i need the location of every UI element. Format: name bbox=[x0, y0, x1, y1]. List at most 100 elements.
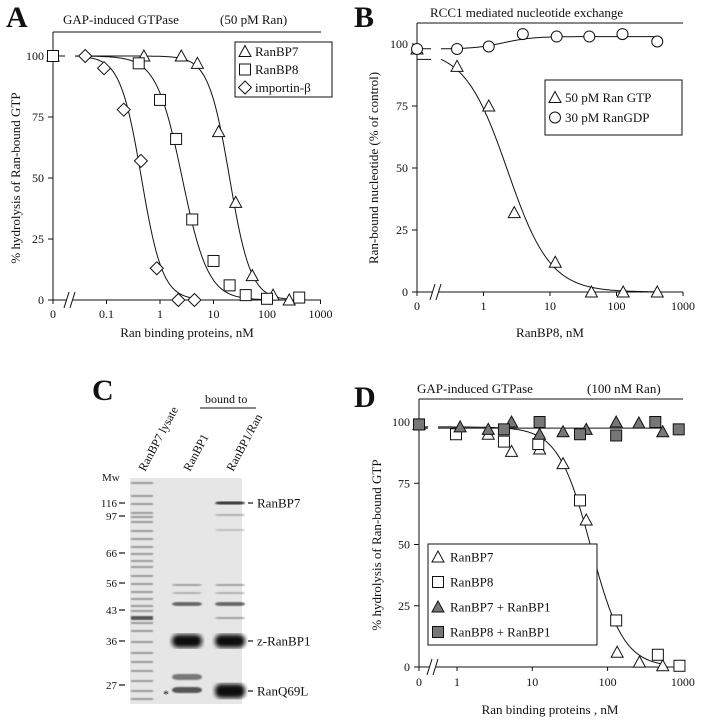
legend-marker-triangle bbox=[238, 44, 252, 57]
gel-band bbox=[215, 617, 245, 619]
x-tick-label: 0 bbox=[414, 299, 420, 313]
data-point-square bbox=[186, 213, 199, 226]
gel-band bbox=[131, 610, 153, 612]
legend-label: RanBP8 bbox=[255, 62, 298, 77]
mw-marker-label: 116 bbox=[101, 498, 118, 510]
x-axis-label: RanBP8, nM bbox=[516, 325, 584, 340]
gel-band bbox=[131, 503, 153, 505]
x-tick-label: 0.1 bbox=[99, 307, 114, 321]
data-point-circle bbox=[550, 30, 563, 43]
gel-band bbox=[172, 687, 202, 693]
data-point-circle bbox=[482, 40, 495, 53]
data-point-square bbox=[207, 254, 220, 267]
data-point-triangle bbox=[190, 56, 205, 69]
panel-letter-b: B bbox=[354, 1, 374, 34]
data-point-square bbox=[497, 435, 510, 448]
x-tick-label: 100 bbox=[258, 307, 276, 321]
chart-title: GAP-induced GTPase bbox=[63, 12, 179, 27]
data-point-triangle bbox=[556, 456, 570, 470]
legend-label: 30 pM RanGDP bbox=[565, 110, 650, 125]
gel-band bbox=[131, 598, 153, 600]
legend-label: importin-β bbox=[255, 80, 311, 95]
data-point-triangle bbox=[579, 512, 594, 526]
gel-band bbox=[131, 661, 153, 663]
mw-marker-label: 56 bbox=[106, 578, 118, 590]
panel-letter-a: A bbox=[6, 1, 28, 34]
legend-marker-triangle bbox=[548, 90, 562, 103]
data-point-square-filled bbox=[649, 416, 662, 428]
gel-band bbox=[131, 495, 153, 497]
gel-band bbox=[131, 521, 153, 523]
y-tick-label: 25 bbox=[32, 232, 44, 246]
data-point-circle bbox=[616, 28, 629, 41]
data-point-circle bbox=[651, 35, 664, 48]
gel-band bbox=[215, 529, 245, 531]
x-tick-label: 0 bbox=[50, 307, 56, 321]
x-tick-label: 10 bbox=[526, 675, 538, 689]
data-point-square-filled bbox=[497, 423, 510, 436]
gel-band bbox=[131, 560, 153, 562]
chart-title-note: (100 nM Ran) bbox=[587, 381, 661, 396]
gel-band bbox=[131, 630, 153, 632]
gel-band bbox=[131, 512, 153, 514]
gel-band bbox=[172, 674, 202, 680]
data-point-triangle bbox=[548, 255, 563, 268]
axis-break-mark bbox=[435, 283, 442, 301]
gel-band bbox=[131, 641, 153, 643]
gel-band bbox=[172, 634, 202, 648]
y-axis-label: Ran-bound nucleotide (% of control) bbox=[366, 72, 381, 264]
data-point-square bbox=[293, 291, 306, 304]
y-axis-label: % hydrolysis of Ran-bound GTP bbox=[369, 459, 384, 630]
data-point-diamond bbox=[171, 292, 186, 308]
data-point-triangle bbox=[504, 444, 519, 457]
data-point-square bbox=[261, 292, 273, 305]
gel-band bbox=[131, 591, 153, 593]
data-point-circle bbox=[411, 42, 423, 55]
x-tick-label: 100 bbox=[608, 299, 626, 313]
gel-group-label: bound to bbox=[205, 392, 247, 406]
gel-band bbox=[131, 553, 153, 555]
x-tick-label: 100 bbox=[599, 675, 617, 689]
data-point-triangle-filled bbox=[556, 424, 570, 438]
data-point-triangle bbox=[610, 645, 625, 658]
gel-band bbox=[215, 584, 245, 586]
axis-break-mark bbox=[426, 658, 433, 676]
data-point-diamond bbox=[133, 153, 149, 169]
y-tick-label: 100 bbox=[390, 37, 408, 51]
y-tick-label: 50 bbox=[398, 538, 410, 552]
data-point-triangle bbox=[481, 98, 496, 112]
y-tick-label: 0 bbox=[404, 660, 410, 674]
x-tick-label: 1000 bbox=[309, 307, 333, 321]
gel-band bbox=[131, 566, 153, 568]
gel-band bbox=[131, 482, 153, 484]
y-tick-label: 75 bbox=[398, 476, 410, 490]
gel-band bbox=[215, 514, 245, 516]
legend-marker-square bbox=[239, 63, 251, 76]
axis-break-mark bbox=[429, 283, 436, 301]
band-label: z-RanBP1 bbox=[257, 634, 310, 649]
data-point-square bbox=[532, 438, 545, 451]
legend: 50 pM Ran GTP 30 pM RanGDP bbox=[544, 79, 683, 136]
gel-band bbox=[215, 592, 245, 594]
band-label: RanQ69L bbox=[257, 684, 308, 699]
data-point-circle bbox=[516, 28, 529, 41]
data-point-triangle bbox=[584, 284, 599, 298]
legend-box bbox=[427, 543, 598, 646]
gel-band bbox=[131, 516, 153, 518]
data-point-triangle-filled bbox=[453, 419, 467, 433]
y-tick-label: 25 bbox=[396, 223, 408, 237]
y-tick-label: 50 bbox=[32, 171, 44, 185]
data-point-triangle-filled bbox=[655, 424, 670, 438]
gel-band bbox=[215, 501, 245, 505]
gel-band bbox=[215, 634, 245, 648]
x-axis-label: Ran binding proteins , nM bbox=[482, 702, 619, 717]
mw-marker-label: 97 bbox=[106, 511, 118, 523]
data-point-diamond bbox=[116, 102, 131, 117]
data-point-square-filled bbox=[533, 416, 546, 428]
x-tick-label: 1000 bbox=[671, 299, 695, 313]
y-axis-label: % hydrolysis of Ran-bound GTP bbox=[8, 92, 23, 263]
gel-band bbox=[131, 670, 153, 672]
data-point-triangle-filled bbox=[481, 422, 496, 435]
x-tick-label: 1 bbox=[481, 299, 487, 313]
